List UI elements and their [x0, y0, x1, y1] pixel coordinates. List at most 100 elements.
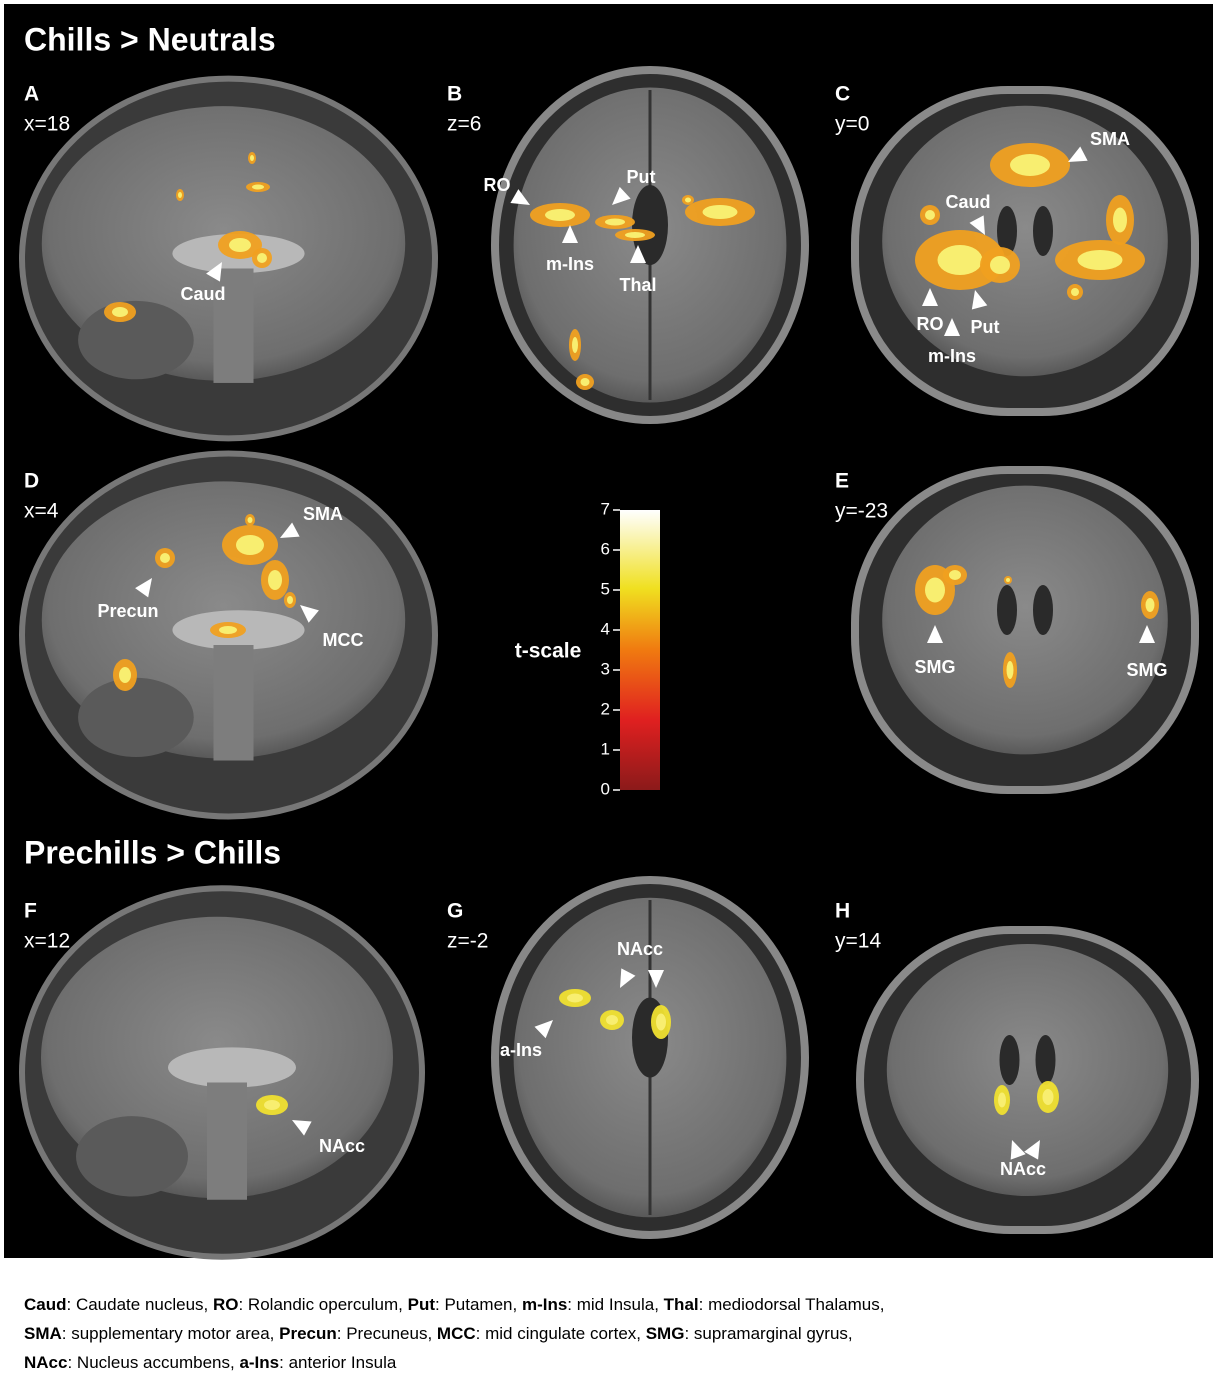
arrowhead — [1010, 1140, 1026, 1160]
region-label: MCC — [323, 630, 364, 650]
arrowhead — [612, 186, 631, 205]
panel-coordinate: x=18 — [24, 113, 70, 136]
brainstem — [213, 645, 254, 761]
arrowhead — [969, 215, 985, 235]
activation-core — [998, 1092, 1006, 1108]
activation-core — [112, 307, 128, 317]
panel-coordinate: y=14 — [835, 930, 881, 953]
ventricle-l — [997, 585, 1017, 635]
activation-core — [287, 596, 293, 604]
corpus-callosum — [168, 1047, 296, 1088]
region-label: SMG — [914, 657, 955, 677]
section-title: Chills > Neutrals — [24, 21, 276, 57]
brain-image — [851, 466, 1199, 794]
region-label: SMA — [303, 504, 343, 524]
panel-letter: D — [24, 470, 39, 493]
arrowhead — [971, 290, 988, 310]
panel-coordinate: y=-23 — [835, 500, 888, 523]
panel-letter: C — [835, 83, 850, 106]
panel-letter: H — [835, 900, 850, 923]
caption-abbr: RO — [212, 1295, 239, 1314]
activation-core — [925, 577, 945, 603]
ventricle-l — [997, 206, 1017, 256]
panel-coordinate: z=-2 — [447, 930, 488, 953]
brainstem — [213, 268, 254, 383]
region-label: m-Ins — [546, 254, 594, 274]
region-label: Put — [627, 167, 656, 187]
region-label: RO — [917, 314, 944, 334]
caption-text: : Nucleus accumbens, — [67, 1353, 240, 1372]
colorbar-tick-label: 0 — [601, 779, 610, 798]
activation-core — [268, 570, 282, 590]
brain — [886, 944, 1169, 1196]
panel-letter: A — [24, 83, 39, 106]
activation-core — [178, 192, 182, 198]
colorbar-tick-label: 3 — [601, 659, 610, 678]
activation-core — [949, 570, 961, 580]
arrowhead — [206, 262, 222, 282]
activation-core — [545, 209, 575, 221]
brain-image — [856, 926, 1199, 1234]
activation-core — [160, 553, 170, 563]
caption-abbr: SMA — [24, 1324, 62, 1343]
panel-coordinate: z=6 — [447, 113, 481, 136]
arrowhead — [562, 225, 578, 243]
region-label: NAcc — [319, 1136, 365, 1156]
arrowhead — [280, 522, 300, 538]
ventricle-r — [1033, 585, 1053, 635]
activation-core — [236, 535, 264, 555]
arrowhead — [135, 578, 152, 598]
activation-core — [925, 210, 935, 220]
cerebellum — [76, 1116, 188, 1197]
activation-core — [1113, 207, 1127, 233]
caption-abbr: a-Ins — [239, 1353, 280, 1372]
brain — [882, 105, 1168, 377]
caption: Caud: Caudate nucleus, RO: Rolandic oper… — [24, 1290, 884, 1377]
panel-letter: G — [447, 900, 463, 923]
region-label: a-Ins — [500, 1040, 542, 1060]
arrowhead — [620, 968, 636, 988]
caption-abbr: Precun — [279, 1324, 337, 1343]
activation-core — [606, 1015, 618, 1025]
region-label: Caud — [181, 284, 226, 304]
caption-abbr: Thal — [663, 1295, 699, 1314]
arrowhead — [648, 970, 664, 988]
caption-text: : mid Insula, — [567, 1295, 664, 1314]
section-title: Prechills > Chills — [24, 834, 281, 870]
panel-coordinate: x=4 — [24, 500, 59, 523]
arrowhead — [922, 288, 938, 306]
activation-core — [119, 667, 131, 683]
brain — [882, 485, 1168, 755]
colorbar-tick-label: 6 — [601, 539, 610, 558]
activation-core — [250, 155, 254, 161]
colorbar-tick-label: 2 — [601, 699, 610, 718]
arrowhead — [300, 605, 319, 623]
activation-core — [1077, 250, 1123, 270]
region-label: Caud — [946, 192, 991, 212]
activation-core — [702, 205, 738, 219]
activation-core — [1071, 288, 1079, 296]
caption-abbr: MCC — [436, 1324, 476, 1343]
activation-core — [264, 1100, 280, 1110]
ventricle-r — [1035, 1035, 1056, 1085]
activation-core — [605, 218, 625, 226]
arrowhead — [534, 1020, 553, 1039]
arrowhead — [1068, 146, 1088, 162]
brain-image — [851, 86, 1199, 416]
activation-core — [567, 993, 583, 1003]
activation-core — [1145, 598, 1155, 612]
region-label: SMA — [1090, 129, 1130, 149]
region-label: Put — [971, 317, 1000, 337]
activation-core — [1006, 578, 1010, 582]
caption-abbr: NAcc — [24, 1353, 68, 1372]
caption-abbr: SMG — [645, 1324, 685, 1343]
colorbar-tick-label: 1 — [601, 739, 610, 758]
activation-core — [656, 1013, 666, 1031]
activation-core — [1042, 1089, 1054, 1105]
caption-abbr: Put — [407, 1295, 436, 1314]
colorbar — [620, 510, 660, 790]
cerebellum — [78, 677, 194, 758]
ventricle-l — [999, 1035, 1020, 1085]
brain-image — [491, 66, 809, 424]
